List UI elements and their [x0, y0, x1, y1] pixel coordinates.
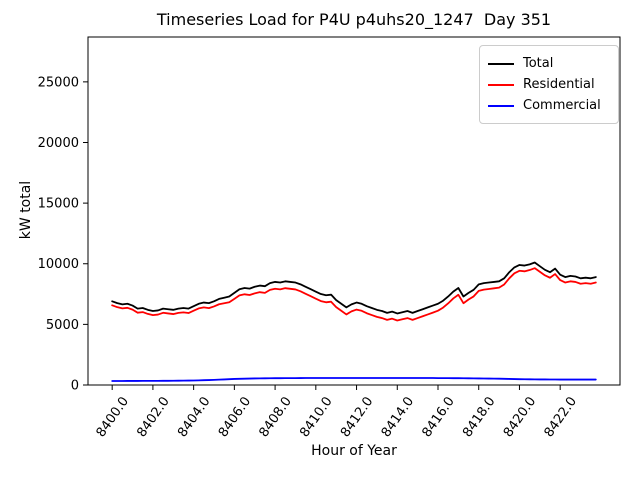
- y-tick-label: 15000: [38, 197, 79, 212]
- legend-entry-residential: Residential: [488, 74, 610, 95]
- legend-label: Residential: [523, 77, 595, 92]
- y-tick-label: 5000: [46, 318, 79, 333]
- x-tick-label: 8422.0: [542, 394, 580, 440]
- series-line-residential: [111, 267, 597, 322]
- x-tick-label: 8404.0: [175, 394, 213, 440]
- x-tick-label: 8408.0: [257, 394, 295, 440]
- y-tick-label: 20000: [38, 136, 79, 151]
- x-tick-label: 8402.0: [134, 394, 172, 440]
- x-tick-label: 8412.0: [338, 394, 376, 440]
- legend-label: Commercial: [523, 98, 601, 113]
- legend-line-swatch: [488, 104, 514, 107]
- x-tick-label: 8400.0: [94, 394, 132, 440]
- y-tick-label: 25000: [38, 75, 79, 90]
- axes-frame: [87, 36, 621, 386]
- x-axis-label: Hour of Year: [311, 443, 397, 459]
- legend-entry-total: Total: [488, 53, 610, 74]
- legend-line-swatch: [488, 83, 514, 86]
- x-tick-label: 8420.0: [501, 394, 539, 440]
- x-tick-label: 8410.0: [297, 394, 335, 440]
- series-line-total: [111, 261, 597, 315]
- x-tick-label: 8414.0: [379, 394, 417, 440]
- legend-label: Total: [523, 56, 554, 71]
- y-tick-label: 0: [71, 379, 79, 394]
- legend: Total Residential Commercial: [479, 45, 619, 124]
- x-tick-label: 8406.0: [216, 394, 254, 440]
- legend-line-swatch: [488, 62, 514, 65]
- legend-entry-commercial: Commercial: [488, 95, 610, 116]
- series-line-commercial: [111, 377, 597, 382]
- x-tick-label: 8418.0: [460, 394, 498, 440]
- chart-title: Timeseries Load for P4U p4uhs20_1247 Day…: [156, 10, 552, 29]
- y-tick-label: 10000: [38, 257, 79, 272]
- x-tick-label: 8416.0: [419, 394, 457, 440]
